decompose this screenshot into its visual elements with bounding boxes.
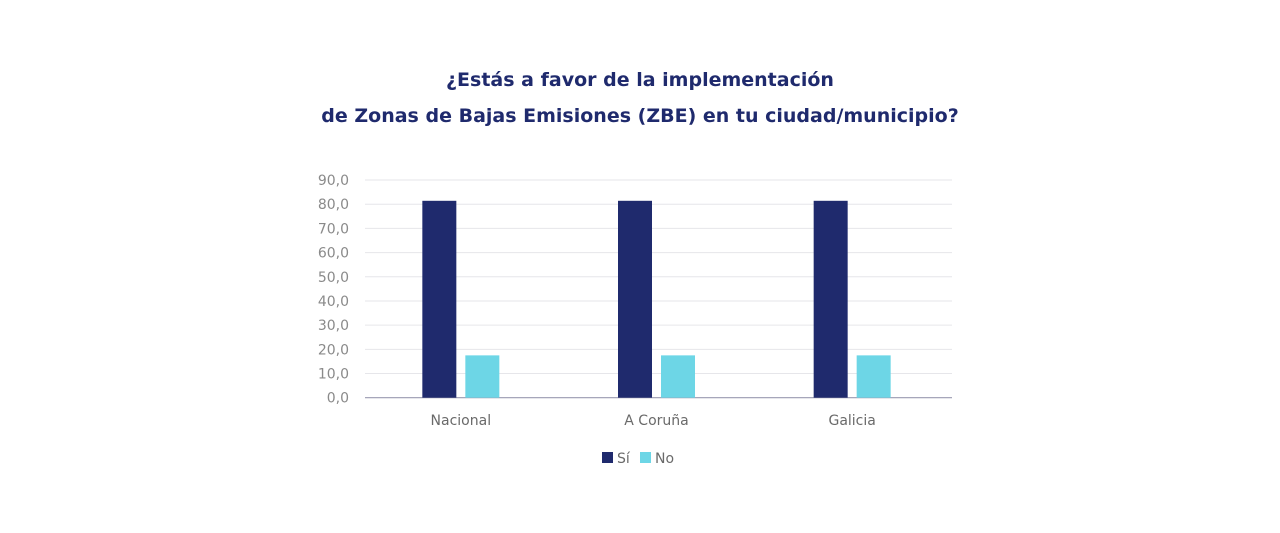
bar-no-2 [856, 355, 891, 398]
y-tick-label: 70,0 [318, 221, 349, 237]
chart-title-line-1: ¿Estás a favor de la implementación [446, 69, 834, 91]
legend-label-0: Sí [617, 451, 631, 467]
y-tick-label: 60,0 [318, 246, 349, 262]
x-category-label: A Coruña [624, 413, 688, 429]
legend-label-1: No [655, 451, 674, 467]
legend-swatch-0 [602, 452, 613, 463]
bar-sí-0 [422, 200, 457, 398]
x-category-label: Galicia [828, 413, 875, 429]
y-tick-label: 10,0 [318, 367, 349, 383]
y-tick-label: 30,0 [318, 318, 349, 334]
y-tick-label: 80,0 [318, 197, 349, 213]
bar-sí-1 [618, 200, 652, 398]
bar-no-1 [661, 355, 695, 398]
y-tick-label: 50,0 [318, 270, 349, 286]
legend-swatch-1 [640, 452, 651, 463]
y-tick-label: 90,0 [318, 173, 349, 189]
bar-no-0 [465, 355, 500, 398]
x-category-label: Nacional [431, 413, 492, 429]
chart-title-line-2: de Zonas de Bajas Emisiones (ZBE) en tu … [321, 105, 958, 127]
y-tick-label: 0,0 [327, 391, 349, 407]
y-tick-label: 40,0 [318, 294, 349, 310]
bar-sí-2 [813, 200, 848, 398]
y-tick-label: 20,0 [318, 342, 349, 358]
